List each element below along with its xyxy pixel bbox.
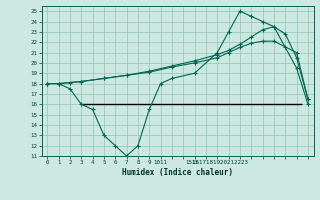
- X-axis label: Humidex (Indice chaleur): Humidex (Indice chaleur): [122, 168, 233, 177]
